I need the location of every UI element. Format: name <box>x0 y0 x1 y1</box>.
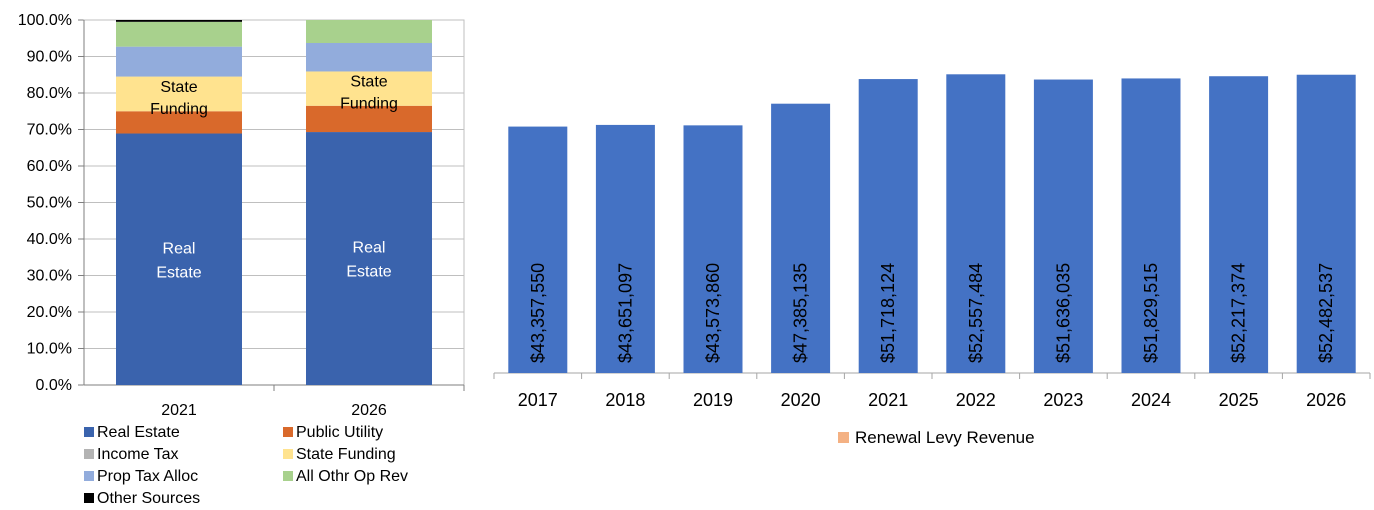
x-tick-label: 2019 <box>693 390 733 410</box>
legend-label: Other Sources <box>97 490 200 507</box>
legend-label: State Funding <box>296 446 396 463</box>
segment-label: Funding <box>340 96 398 113</box>
bar <box>858 79 918 373</box>
bar-segment-public-utility <box>306 105 432 133</box>
bar <box>946 74 1006 373</box>
x-tick-label: 2025 <box>1219 390 1259 410</box>
y-tick-label: 70.0% <box>27 122 72 139</box>
x-tick-label: 2023 <box>1043 390 1083 410</box>
legend-swatch-other-sources <box>84 493 94 503</box>
legend-label: Income Tax <box>97 446 179 463</box>
data-label: $43,651,097 <box>615 263 635 363</box>
data-label: $43,357,550 <box>528 263 548 363</box>
y-tick-label: 100.0% <box>18 12 72 29</box>
legend-label: Public Utility <box>296 424 383 441</box>
data-label: $51,718,124 <box>878 263 898 363</box>
bar <box>683 125 743 374</box>
x-tick-label: 2026 <box>1306 390 1346 410</box>
x-tick-label: 2020 <box>781 390 821 410</box>
y-tick-label: 0.0% <box>36 377 72 394</box>
legend-label: Renewal Levy Revenue <box>855 428 1035 447</box>
legend-swatch-renewal-levy-revenue <box>838 432 849 443</box>
data-label: $52,557,484 <box>966 263 986 363</box>
bar <box>1121 78 1181 373</box>
bar-segment-other-sources <box>116 20 242 22</box>
y-tick-label: 30.0% <box>27 268 72 285</box>
stacked-share-chart: 0.0% 10.0% 20.0% 30.0% 40.0% 50.0% 60.0% 70.0% 8… <box>18 12 465 507</box>
bar <box>1296 74 1356 374</box>
bar <box>771 103 831 373</box>
bar-segment-prop-tax-alloc <box>116 46 242 77</box>
legend-swatch-real-estate <box>84 427 94 437</box>
bar-segment-real-estate <box>306 132 432 385</box>
legend-swatch-income-tax <box>84 449 94 459</box>
data-label: $52,217,374 <box>1229 263 1249 363</box>
y-tick-label: 60.0% <box>27 158 72 175</box>
legend-swatch-all-othr-op-rev <box>283 471 293 481</box>
bar-segment-public-utility <box>116 111 242 134</box>
data-label: $47,385,135 <box>791 263 811 363</box>
x-tick-label: 2018 <box>605 390 645 410</box>
x-tick-label: 2021 <box>868 390 908 410</box>
y-tick-label: 40.0% <box>27 231 72 248</box>
data-label: $51,636,035 <box>1053 263 1073 363</box>
bar <box>508 126 568 373</box>
x-tick-label: 2024 <box>1131 390 1171 410</box>
bar-segment-all-othr-op-rev <box>116 21 242 47</box>
bar <box>595 124 655 374</box>
y-tick-label: 50.0% <box>27 195 72 212</box>
bar-segment-all-othr-op-rev <box>306 20 432 43</box>
legend-swatch-public-utility <box>283 427 293 437</box>
bar-segment-state-funding <box>306 71 432 106</box>
legend-label: Prop Tax Alloc <box>97 468 198 485</box>
y-tick-label: 10.0% <box>27 341 72 358</box>
x-tick-label: 2022 <box>956 390 996 410</box>
x-tick-label: 2017 <box>518 390 558 410</box>
renewal-levy-chart: 2017 $43,357,550 2018 $43,651,097 2019 $43,57… <box>493 74 1371 447</box>
segment-label: Funding <box>150 101 208 118</box>
x-tick-label: 2021 <box>161 402 197 419</box>
legend-label: Real Estate <box>97 424 180 441</box>
y-tick-label: 90.0% <box>27 49 72 66</box>
y-tick-label: 80.0% <box>27 85 72 102</box>
segment-label: Real <box>163 240 196 257</box>
segment-label: Estate <box>156 264 201 281</box>
bar-segment-prop-tax-alloc <box>306 42 432 72</box>
legend-label: All Othr Op Rev <box>296 468 408 485</box>
bar <box>1209 76 1269 373</box>
legend-swatch-state-funding <box>283 449 293 459</box>
data-label: $43,573,860 <box>703 263 723 363</box>
data-label: $51,829,515 <box>1141 263 1161 363</box>
bar <box>1033 79 1093 373</box>
segment-label: Estate <box>346 264 391 281</box>
segment-label: State <box>350 74 387 91</box>
segment-label: State <box>160 79 197 96</box>
y-tick-label: 20.0% <box>27 304 72 321</box>
legend-swatch-prop-tax-alloc <box>84 471 94 481</box>
data-label: $52,482,537 <box>1316 263 1336 363</box>
segment-label: Real <box>353 240 386 257</box>
bar-segment-real-estate <box>116 133 242 385</box>
x-tick-label: 2026 <box>351 402 387 419</box>
bar-segment-state-funding <box>116 76 242 112</box>
